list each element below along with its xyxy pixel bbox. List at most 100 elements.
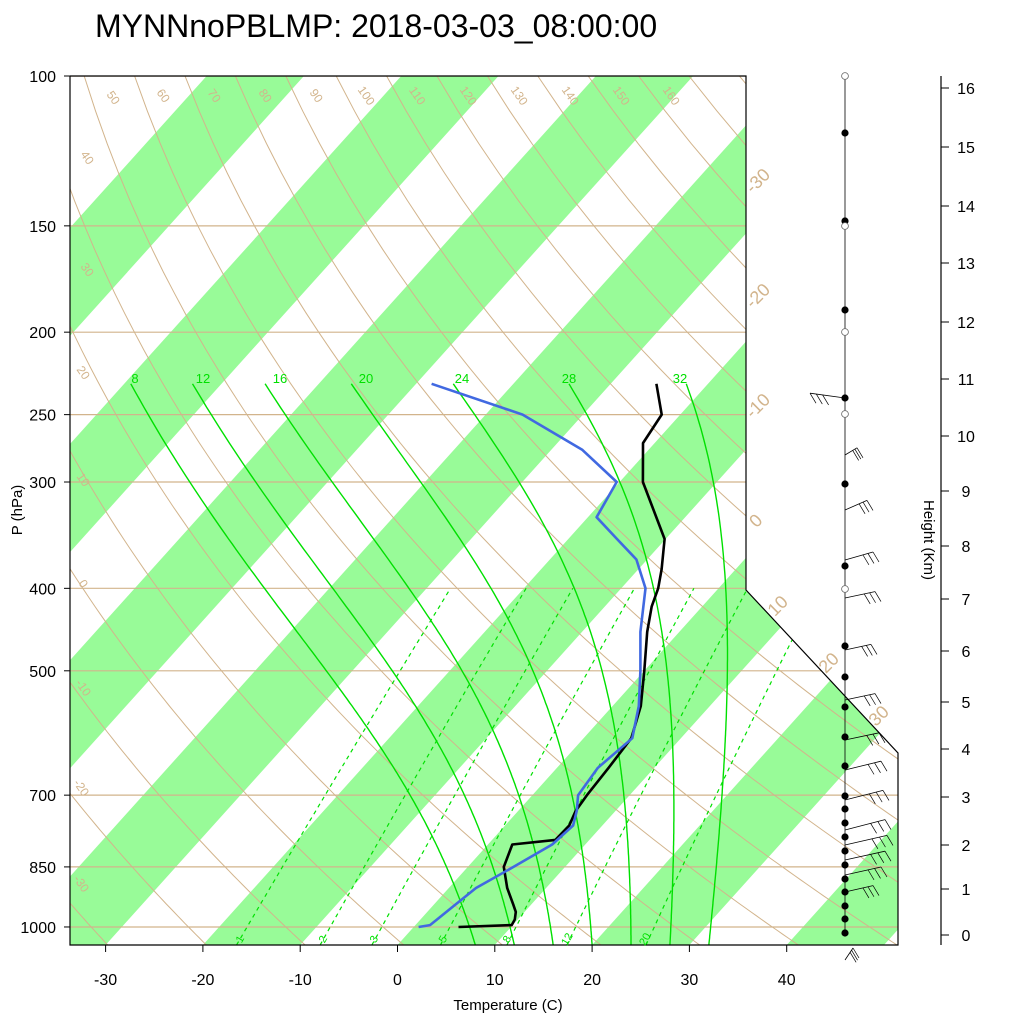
temperature-tick-label: 30 [681, 972, 699, 989]
wind-barb-feather [867, 553, 875, 564]
wind-level-dot [841, 915, 849, 923]
wind-barb-feather [874, 868, 881, 879]
moist-adiabat-label: 16 [273, 371, 287, 386]
dry-adiabat-label: 100 [355, 83, 378, 108]
moist-adiabat-label: 20 [359, 371, 373, 386]
wind-barb-feather [852, 947, 860, 959]
wind-barb-feather [809, 393, 817, 404]
wind-barb-feather [871, 838, 879, 850]
wind-barb-feather [875, 791, 883, 803]
isotherm-band [786, 76, 898, 945]
moist-adiabat-label: 28 [562, 371, 576, 386]
wind-barb-feather [877, 821, 885, 832]
mixing-ratio-label: 20 [637, 931, 654, 948]
wind-barb-shaft [844, 551, 874, 561]
dry-adiabat [70, 76, 405, 945]
dry-adiabat-label: 40 [78, 148, 97, 167]
moist-adiabat [191, 383, 515, 945]
height-tick-label: 8 [962, 539, 971, 556]
wind-barb-feather [866, 735, 874, 746]
wind-barb [809, 392, 846, 406]
wind-barb [844, 732, 886, 746]
wind-barb [844, 693, 882, 707]
mixing-ratio-line [566, 588, 749, 945]
plot-frame [69, 75, 899, 946]
wind-barb-feather [862, 887, 870, 899]
wind-barb-feather [874, 693, 882, 704]
wind-barb-shaft [844, 732, 880, 741]
height-tick-label: 15 [957, 140, 975, 157]
wind-barb-feather [866, 645, 873, 656]
dry-adiabat [285, 76, 898, 945]
wind-barb-shaft [844, 500, 868, 511]
mixing-ratio-label: 12 [559, 931, 576, 948]
wind-barb [844, 447, 864, 461]
wind-barb-feather [849, 952, 857, 963]
pressure-tick-label: 500 [29, 664, 56, 681]
temperature-tick-label: 20 [583, 972, 601, 989]
wind-barb-feather [852, 450, 859, 461]
wind-barb-feather [866, 500, 874, 511]
wind-barb-feather [854, 448, 862, 460]
mixing-ratio-label: 3 [368, 934, 381, 945]
height-axis-title: Height (Km) [920, 500, 937, 580]
height-tick-label: 13 [957, 256, 975, 273]
pressure-tick-label: 100 [29, 69, 56, 86]
wind-level-dot [841, 129, 849, 137]
wind-barb-shaft [844, 819, 886, 831]
wind-barb-shaft [844, 835, 888, 846]
wind-level-dot [841, 703, 849, 711]
wind-barb-feather [874, 762, 881, 773]
mixing-ratio-line [235, 587, 452, 945]
calm-wind-circle [841, 222, 849, 230]
wind-barb-feather [886, 835, 894, 846]
wind-barb-feather [869, 694, 876, 705]
wind-barb-shaft [844, 447, 858, 456]
wind-level-dot [841, 861, 849, 869]
temperature-tick-label: 0 [393, 972, 402, 989]
moist-adiabat [350, 383, 593, 945]
wind-barb-feather [815, 393, 823, 405]
pressure-tick-label: 200 [29, 325, 56, 342]
dry-adiabat [386, 76, 898, 945]
temperature-tick-label: -20 [191, 972, 214, 989]
wind-barb-feather [867, 886, 875, 897]
wind-barb-feather [867, 764, 875, 775]
height-tick-label: 0 [962, 928, 971, 945]
wind-barb-feather [878, 732, 886, 743]
wind-level-dot [841, 673, 849, 681]
moist-adiabat-label: 24 [455, 371, 469, 386]
wind-barb-shaft [844, 693, 876, 701]
height-tick-label: 4 [962, 742, 971, 759]
wind-level-dot [841, 306, 849, 314]
wind-level-dot [841, 875, 849, 883]
wind-barb-shaft [844, 850, 886, 861]
isotherm-band [70, 76, 304, 945]
mixing-ratio-line [439, 588, 635, 945]
moist-adiabat-label: 12 [196, 371, 210, 386]
temperature-axis-title: Temperature (C) [453, 997, 562, 1014]
wind-barb-feather [880, 866, 888, 878]
wind-barb [844, 591, 882, 605]
wind-barb-feather [877, 852, 885, 863]
isotherm-label: 0 [745, 510, 766, 531]
moist-adiabat [685, 383, 729, 945]
mixing-ratio-line [645, 588, 819, 945]
dry-adiabat [70, 76, 602, 945]
height-tick-label: 1 [962, 882, 971, 899]
mixing-ratio-line [371, 588, 574, 945]
wind-barb-shaft [844, 885, 874, 893]
isotherm-band [592, 76, 898, 945]
wind-barb [844, 790, 890, 805]
wind-barb-feather [862, 554, 870, 566]
isotherm-label: 20 [815, 649, 843, 677]
wind-level-dot [841, 562, 849, 570]
dry-adiabat [789, 76, 898, 945]
pressure-tick-label: 250 [29, 408, 56, 425]
wind-barb-feather [856, 447, 864, 458]
pressure-tick-label: 400 [29, 581, 56, 598]
height-tick-label: 5 [962, 695, 971, 712]
pressure-tick-label: 850 [29, 860, 56, 877]
temperature-profile [458, 383, 666, 929]
